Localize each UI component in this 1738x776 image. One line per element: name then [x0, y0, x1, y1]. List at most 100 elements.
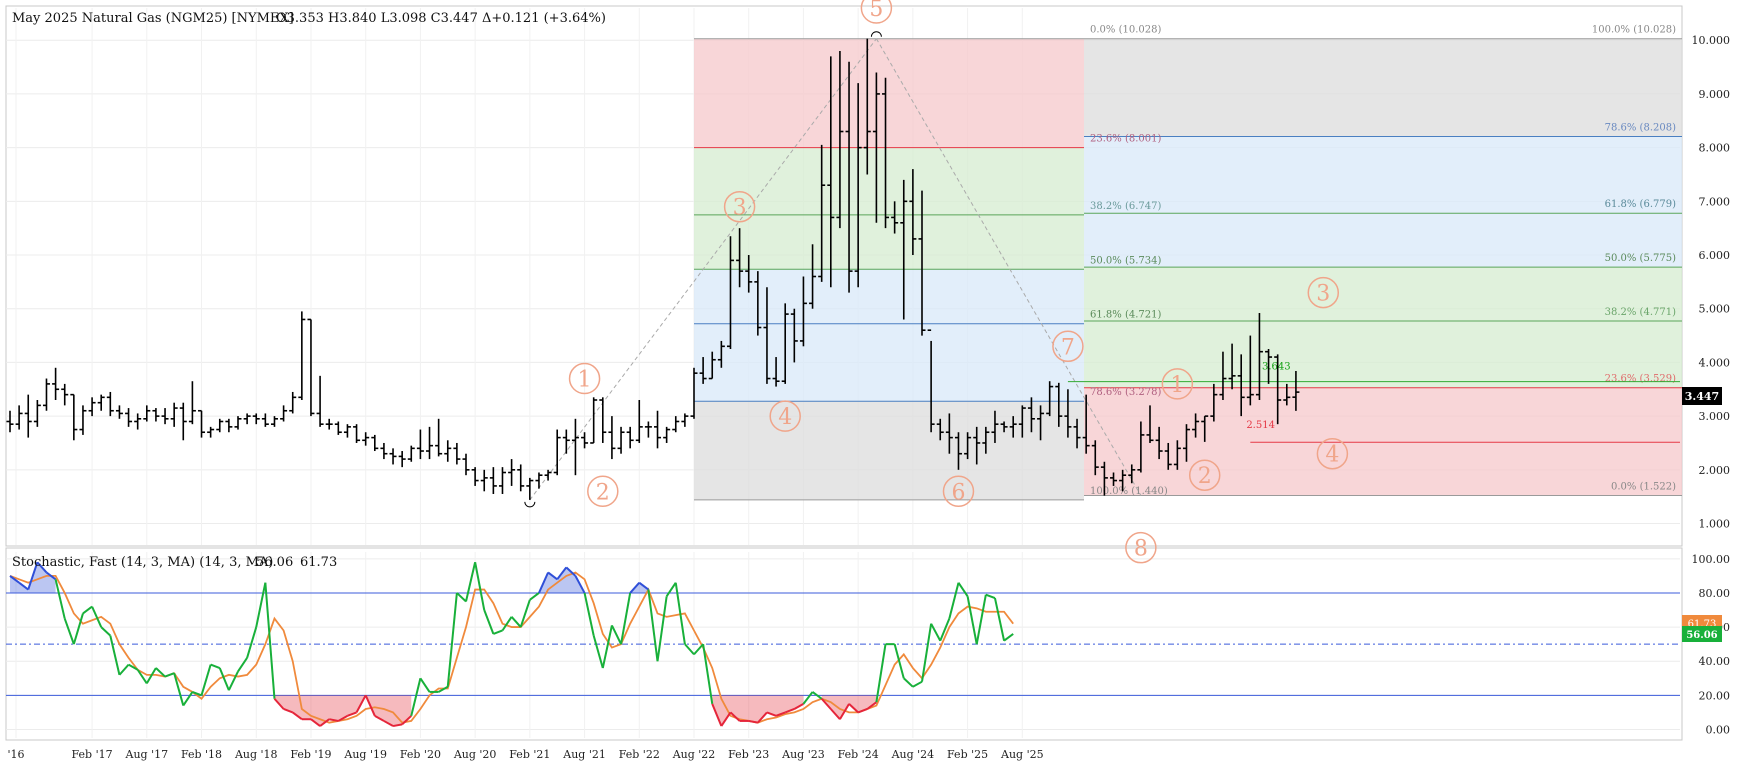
- fib-zone: [1084, 267, 1682, 322]
- ohlc-bar: [353, 424, 361, 443]
- swing-low-marker: [524, 501, 536, 508]
- overbought-fill: [630, 582, 649, 593]
- ohlc-bar: [170, 402, 178, 427]
- wave-label-circle: [723, 190, 756, 223]
- fib-zone: [694, 269, 1084, 324]
- fib-level-label: 100.0% (10.028): [1592, 25, 1676, 36]
- stochastic-k-segment: [493, 629, 503, 635]
- ohlc-bar: [234, 416, 242, 430]
- stochastic-k-segment: [912, 680, 923, 688]
- ohlc-bar: [179, 402, 187, 441]
- ohlc-bar: [152, 408, 160, 422]
- ohlc-bar: [325, 418, 333, 430]
- x-tick-label: Feb '23: [728, 748, 769, 761]
- ohlc-bar: [307, 318, 315, 417]
- ohlc-bar: [736, 228, 744, 288]
- ohlc-bar: [1037, 405, 1045, 441]
- stochastic-k-segment: [592, 635, 604, 669]
- ohlc-bar: [88, 397, 96, 417]
- price-tick-label: 9.000: [1699, 88, 1731, 101]
- price-tick-label: 1.000: [1699, 518, 1731, 531]
- fib-zone: [694, 147, 1084, 215]
- ohlc-bar: [1164, 442, 1172, 470]
- stochastic-k-value: 56.06: [256, 555, 293, 570]
- ohlc-bar: [1274, 354, 1282, 425]
- stochastic-k-segment: [136, 669, 148, 684]
- ohlc-bar: [708, 351, 716, 380]
- stochastic-k-segment: [501, 616, 513, 632]
- stochastic-k-segment: [556, 566, 568, 580]
- ohlc-bar: [252, 413, 260, 425]
- stochastic-k-segment: [319, 718, 330, 727]
- price-tick-label: 6.000: [1699, 249, 1731, 262]
- x-tick-label: '16: [7, 748, 24, 761]
- stochastic-k-segment: [857, 708, 868, 714]
- ohlc-bar: [1155, 426, 1163, 460]
- ohlc-bar: [489, 467, 497, 494]
- wave-label-text: 7: [1061, 335, 1075, 360]
- ohlc-bar: [480, 469, 488, 492]
- ohlc-bar: [918, 190, 926, 336]
- stochastic-k-segment: [510, 616, 522, 628]
- ohlc-bar: [608, 416, 616, 460]
- stochastic-k-segment: [100, 626, 112, 637]
- stochastic-k-segment: [519, 599, 531, 628]
- stochastic-k-segment: [820, 698, 832, 710]
- ohlc-bar: [143, 405, 151, 422]
- stochastic-k-segment: [465, 562, 477, 602]
- stochastic-k-segment: [329, 718, 339, 722]
- fib-level-label: 50.0% (5.734): [1090, 255, 1161, 266]
- fib-level-label: 23.6% (8.001): [1090, 134, 1161, 145]
- ohlc-bar: [70, 393, 78, 441]
- x-tick-label: Feb '21: [509, 748, 550, 761]
- stochastic-k-segment: [693, 643, 704, 656]
- wave-label-circle: [942, 475, 975, 508]
- ohlc-bar: [863, 38, 871, 175]
- ohlc-bar: [535, 472, 543, 489]
- ohlc-bar: [97, 394, 105, 411]
- ohlc-bar: [1201, 415, 1209, 442]
- ohlc-bar: [498, 467, 506, 494]
- ohlc-bar: [991, 410, 999, 443]
- ohlc-bar: [1173, 440, 1181, 470]
- x-tick-label: Aug '25: [1000, 748, 1044, 761]
- fib-level-label: 0.0% (10.028): [1090, 25, 1161, 36]
- ohlc-bar: [1100, 461, 1108, 496]
- ohlc-bar: [1246, 335, 1254, 406]
- stochastic-k-segment: [684, 643, 695, 656]
- stochastic-lines: [6, 561, 1680, 728]
- fib-zone: [1084, 38, 1682, 137]
- ohlc-bar: [1018, 405, 1026, 438]
- ohlc-bar: [316, 375, 324, 427]
- ohlc-bar: [280, 405, 288, 422]
- x-tick-label: Aug '17: [125, 748, 169, 761]
- ohlc-bar: [763, 287, 771, 384]
- stochastic-k-segment: [401, 715, 412, 726]
- x-tick-label: Aug '23: [781, 748, 825, 761]
- ohlc-bar: [891, 201, 899, 234]
- stochastic-k-segment: [145, 667, 157, 684]
- fib-level-label: 23.6% (3.529): [1605, 374, 1676, 385]
- ohlc-bar: [389, 448, 397, 465]
- wave-label: 3: [1307, 276, 1340, 309]
- stochastic-k-segment: [310, 718, 321, 727]
- stochastic-k-segment: [337, 714, 348, 722]
- ohlc-bar: [216, 418, 224, 433]
- stochastic-k-segment: [711, 703, 723, 727]
- stochastic-k-segment: [164, 672, 175, 678]
- stochastic-k-segment: [629, 582, 641, 594]
- x-tick-label: Feb '20: [400, 748, 441, 761]
- swing-high-marker: [870, 31, 882, 37]
- wave-label-text: 4: [1325, 443, 1339, 468]
- fib-level-label: 78.6% (3.278): [1090, 387, 1161, 398]
- stochastic-k-segment: [118, 663, 130, 676]
- fib-level-label: 61.8% (6.779): [1605, 199, 1676, 210]
- stochastic-k-segment: [866, 701, 877, 710]
- stochastic-k-segment: [583, 592, 595, 636]
- ohlc-bar: [6, 410, 14, 433]
- resistance-label: 3.643: [1262, 362, 1291, 373]
- stochastic-k-segment: [283, 708, 294, 714]
- ohlc-bar: [571, 418, 579, 476]
- fib-zone: [694, 323, 1084, 402]
- stochastic-tick-label: 80.00: [1699, 587, 1731, 600]
